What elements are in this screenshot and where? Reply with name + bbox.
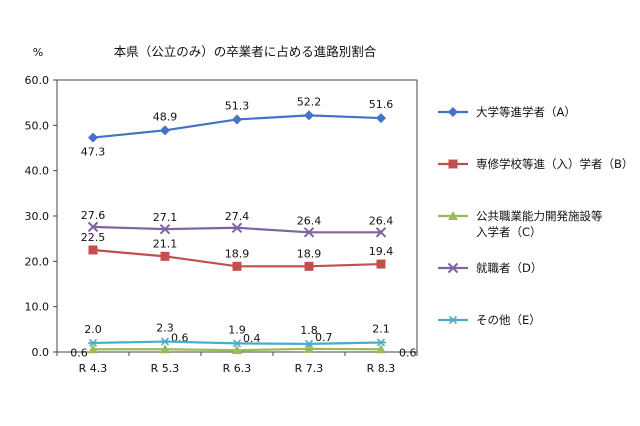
data-point: [304, 339, 314, 348]
data-point: [232, 261, 242, 271]
x-tick-label: R 8.3: [367, 362, 396, 375]
chart-title: 本県（公立のみ）の卒業者に占める進路別割合: [114, 44, 377, 59]
data-point: [87, 221, 99, 233]
x-tick-label: R 7.3: [295, 362, 324, 375]
data-point: [232, 345, 242, 355]
data-label: 2.3: [156, 322, 174, 335]
series-2: 22.5 21.1 18.9 18.9 19.4: [81, 231, 394, 271]
data-point: [88, 245, 98, 255]
data-point: [160, 125, 170, 136]
legend-label: 入学者（C）: [476, 225, 542, 239]
data-point: [304, 343, 314, 353]
axes: 0.0 10.0 20.0 30.0 40.0 50.0 60.0 R 4.3 R 5.3 R 6…: [25, 74, 418, 375]
data-label: 26.4: [297, 214, 322, 227]
data-point: [376, 338, 386, 347]
x-tick-label: R 5.3: [151, 362, 180, 375]
data-point: [376, 344, 386, 354]
legend-label: その他（E）: [476, 313, 541, 327]
data-label: 0.7: [315, 331, 333, 344]
data-label: 0.6: [399, 346, 417, 359]
data-label: 27.6: [81, 209, 106, 222]
data-point: [303, 227, 315, 238]
legend-marker: [448, 211, 458, 220]
data-label: 21.1: [153, 237, 178, 250]
data-point: [88, 338, 98, 347]
legend-marker: [448, 107, 458, 117]
x-tick-label: R 6.3: [223, 362, 252, 375]
data-point: [304, 261, 314, 271]
data-label: 1.8: [300, 324, 318, 337]
data-label: 51.3: [225, 99, 250, 112]
legend-label: 就職者（D）: [476, 261, 542, 275]
legend-item: その他（E）: [438, 313, 541, 327]
data-point: [304, 110, 314, 121]
data-point: [159, 223, 171, 235]
data-point: [232, 339, 242, 348]
legend-label: 公共職業能力開発施設等: [476, 209, 603, 223]
series-1: 47.3 48.9 51.3 52.2 51.6: [81, 95, 394, 158]
data-point: [231, 222, 243, 233]
series-layer: 47.3 48.9 51.3 52.2 51.6 22.5 21.1 18.9 18.9 19.4…: [70, 95, 416, 359]
data-point: [160, 344, 170, 354]
y-tick-label: 0.0: [32, 346, 50, 359]
data-label: 2.0: [84, 323, 102, 336]
data-label: 26.4: [369, 214, 394, 227]
y-tick-label: 20.0: [25, 255, 50, 268]
data-label: 47.3: [81, 146, 106, 159]
legend-item: 専修学校等進（入）学者（B）: [438, 157, 633, 171]
data-point: [376, 259, 386, 269]
y-tick-label: 10.0: [25, 301, 50, 314]
x-tick-label: R 4.3: [79, 362, 108, 375]
data-point: [376, 113, 386, 124]
legend-label: 大学等進学者（A）: [476, 105, 576, 119]
data-point: [160, 337, 170, 346]
data-label: 52.2: [297, 95, 322, 108]
y-axis-unit: %: [33, 46, 43, 59]
legend-marker: [448, 315, 458, 325]
legend-label: 専修学校等進（入）学者（B）: [476, 157, 633, 171]
series-4: 27.6 27.1 27.4 26.4 26.4: [81, 209, 394, 238]
data-label: 18.9: [297, 247, 322, 260]
y-tick-label: 40.0: [25, 165, 50, 178]
legend-item: 就職者（D）: [438, 261, 542, 275]
y-tick-label: 60.0: [25, 74, 50, 87]
series-5: 2.0 2.3 1.9 1.8 2.1: [84, 322, 390, 348]
data-label: 18.9: [225, 247, 250, 260]
data-label: 27.1: [153, 211, 178, 224]
data-label: 27.4: [225, 210, 250, 223]
data-point: [88, 132, 98, 143]
y-tick-label: 50.0: [25, 119, 50, 132]
legend-marker: [448, 159, 458, 169]
data-label: 19.4: [369, 245, 394, 258]
data-label: 1.9: [228, 323, 246, 336]
data-label: 22.5: [81, 231, 106, 244]
data-point: [88, 344, 98, 354]
data-label: 48.9: [153, 110, 178, 123]
data-point: [160, 251, 170, 261]
data-label: 0.6: [70, 346, 88, 359]
legend: 大学等進学者（A） 専修学校等進（入）学者（B） 公共職業能力開発施設等入学者（C）…: [438, 105, 633, 327]
data-point: [232, 114, 242, 125]
legend-item: 大学等進学者（A）: [438, 105, 576, 119]
legend-marker: [447, 262, 459, 274]
series-3: 0.60.6 0.4 0.70.6: [70, 331, 416, 359]
data-point: [375, 227, 387, 238]
data-label: 51.6: [369, 98, 394, 111]
y-tick-label: 30.0: [25, 210, 50, 223]
data-label: 2.1: [372, 322, 390, 335]
data-label: 0.4: [243, 332, 261, 345]
